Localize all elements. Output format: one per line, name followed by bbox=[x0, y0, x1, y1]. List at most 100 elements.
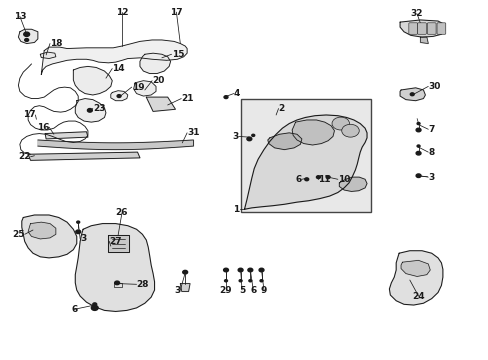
Circle shape bbox=[246, 137, 251, 141]
Circle shape bbox=[416, 145, 419, 147]
Polygon shape bbox=[267, 133, 301, 150]
Polygon shape bbox=[133, 81, 156, 96]
Circle shape bbox=[224, 96, 227, 99]
Polygon shape bbox=[28, 152, 140, 160]
Circle shape bbox=[325, 176, 329, 179]
Polygon shape bbox=[28, 222, 56, 239]
Text: 30: 30 bbox=[427, 82, 440, 91]
Circle shape bbox=[115, 281, 119, 285]
Text: 1: 1 bbox=[233, 205, 239, 214]
Circle shape bbox=[251, 134, 254, 136]
Text: 17: 17 bbox=[170, 8, 183, 17]
Text: 6: 6 bbox=[71, 305, 77, 314]
Text: 24: 24 bbox=[411, 292, 424, 301]
Text: 20: 20 bbox=[152, 76, 164, 85]
Text: 22: 22 bbox=[18, 152, 30, 161]
Polygon shape bbox=[339, 177, 366, 192]
Text: 16: 16 bbox=[37, 123, 49, 132]
Circle shape bbox=[87, 109, 92, 112]
Circle shape bbox=[117, 95, 121, 98]
Text: 31: 31 bbox=[187, 129, 199, 138]
Text: 13: 13 bbox=[14, 12, 26, 21]
Polygon shape bbox=[400, 260, 429, 276]
Text: 14: 14 bbox=[112, 64, 124, 73]
Text: 27: 27 bbox=[109, 237, 122, 246]
Polygon shape bbox=[19, 29, 38, 44]
Text: 26: 26 bbox=[116, 208, 128, 217]
Polygon shape bbox=[180, 284, 190, 292]
Polygon shape bbox=[22, 215, 77, 258]
Circle shape bbox=[416, 122, 419, 125]
Polygon shape bbox=[244, 115, 366, 209]
Polygon shape bbox=[73, 66, 112, 95]
Text: 21: 21 bbox=[181, 94, 193, 103]
Text: 12: 12 bbox=[116, 8, 128, 17]
Circle shape bbox=[25, 39, 29, 41]
Text: 6: 6 bbox=[295, 175, 301, 184]
Text: 19: 19 bbox=[131, 83, 144, 92]
Circle shape bbox=[248, 280, 251, 282]
FancyBboxPatch shape bbox=[408, 23, 417, 34]
Bar bbox=[240, 99, 370, 212]
Polygon shape bbox=[399, 20, 444, 37]
Polygon shape bbox=[75, 99, 106, 122]
Text: 4: 4 bbox=[233, 89, 240, 98]
Text: 25: 25 bbox=[12, 230, 25, 239]
Circle shape bbox=[260, 280, 263, 282]
Polygon shape bbox=[75, 224, 154, 311]
Circle shape bbox=[91, 305, 98, 310]
Polygon shape bbox=[40, 52, 56, 59]
Circle shape bbox=[247, 268, 252, 272]
Text: 10: 10 bbox=[337, 175, 349, 184]
Circle shape bbox=[259, 268, 264, 272]
Circle shape bbox=[415, 152, 420, 155]
Circle shape bbox=[223, 268, 228, 272]
Text: 29: 29 bbox=[219, 285, 232, 294]
Polygon shape bbox=[111, 91, 127, 101]
Polygon shape bbox=[108, 235, 128, 252]
Text: 3: 3 bbox=[80, 234, 86, 243]
Circle shape bbox=[331, 117, 349, 130]
Circle shape bbox=[183, 270, 187, 274]
Text: 28: 28 bbox=[136, 280, 149, 289]
FancyBboxPatch shape bbox=[436, 23, 445, 34]
Circle shape bbox=[239, 280, 242, 282]
Text: 9: 9 bbox=[260, 285, 266, 294]
Circle shape bbox=[316, 176, 320, 179]
FancyBboxPatch shape bbox=[427, 23, 435, 34]
Text: 17: 17 bbox=[23, 111, 35, 120]
Circle shape bbox=[93, 303, 97, 306]
Text: 3: 3 bbox=[427, 173, 434, 182]
Text: 6: 6 bbox=[250, 285, 256, 294]
Text: 2: 2 bbox=[278, 104, 284, 113]
Circle shape bbox=[409, 93, 413, 96]
Text: 15: 15 bbox=[171, 50, 183, 59]
Circle shape bbox=[24, 32, 30, 36]
Text: 32: 32 bbox=[410, 9, 423, 18]
Text: 7: 7 bbox=[427, 125, 434, 134]
Circle shape bbox=[341, 124, 359, 137]
Polygon shape bbox=[420, 37, 427, 44]
Text: 3: 3 bbox=[174, 285, 180, 294]
Text: 8: 8 bbox=[427, 148, 434, 157]
Circle shape bbox=[415, 174, 420, 177]
Polygon shape bbox=[41, 40, 187, 75]
Polygon shape bbox=[399, 88, 425, 101]
Text: 5: 5 bbox=[239, 285, 244, 294]
Circle shape bbox=[304, 178, 308, 181]
Circle shape bbox=[238, 268, 243, 272]
Circle shape bbox=[415, 128, 420, 132]
Polygon shape bbox=[388, 251, 442, 305]
Text: 23: 23 bbox=[93, 104, 105, 113]
FancyBboxPatch shape bbox=[417, 23, 426, 34]
Circle shape bbox=[77, 221, 80, 223]
Text: 3: 3 bbox=[232, 132, 238, 141]
Polygon shape bbox=[146, 97, 175, 111]
Polygon shape bbox=[38, 140, 193, 150]
Polygon shape bbox=[291, 120, 334, 145]
Circle shape bbox=[76, 230, 81, 234]
Text: 11: 11 bbox=[318, 175, 330, 184]
Circle shape bbox=[224, 280, 227, 282]
Text: 18: 18 bbox=[50, 39, 62, 48]
Polygon shape bbox=[140, 53, 170, 73]
